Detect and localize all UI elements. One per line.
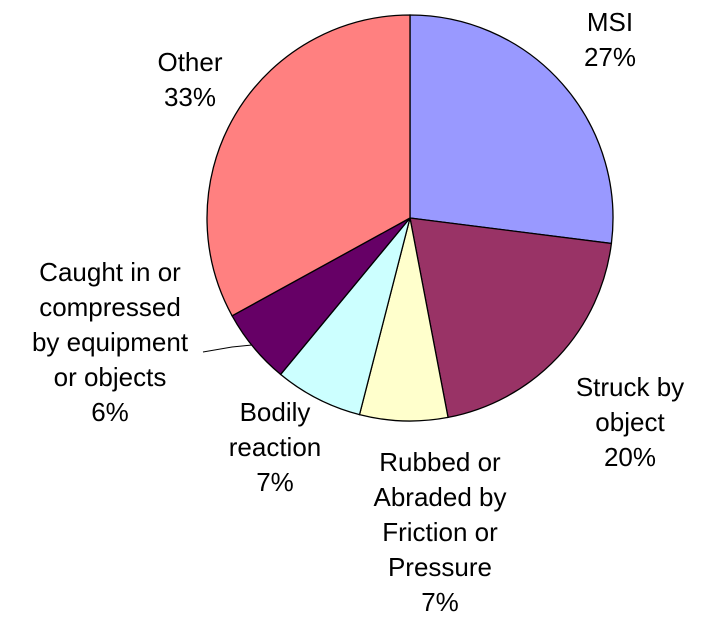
slice-label: MSI 27% [490,5,702,75]
category-name: Struck by object [575,372,685,437]
category-name: Bodily reaction [228,397,322,462]
slice-label: Struck by object 20% [510,370,702,475]
category-name: Caught in or compressed by equipment or … [31,257,189,392]
percent-label: 7% [256,467,294,497]
slice-label: Caught in or compressed by equipment or … [0,255,230,430]
leader-line [202,344,253,353]
percent-label: 7% [421,587,459,617]
pie-slice [206,14,411,317]
pie-slice [409,217,613,419]
category-name: Other [157,47,223,77]
pie-slice [409,14,614,245]
category-name: MSI [586,7,634,37]
slice-label: Bodily reaction 7% [155,395,395,500]
percent-label: 27% [583,42,637,72]
slice-label: Other 33% [70,45,310,115]
category-name: Rubbed or Abraded by Friction or Pressur… [373,447,507,582]
percent-label: 20% [603,442,657,472]
percent-label: 6% [91,397,129,427]
slice-label: Rubbed or Abraded by Friction or Pressur… [320,445,560,620]
percent-label: 33% [163,82,217,112]
